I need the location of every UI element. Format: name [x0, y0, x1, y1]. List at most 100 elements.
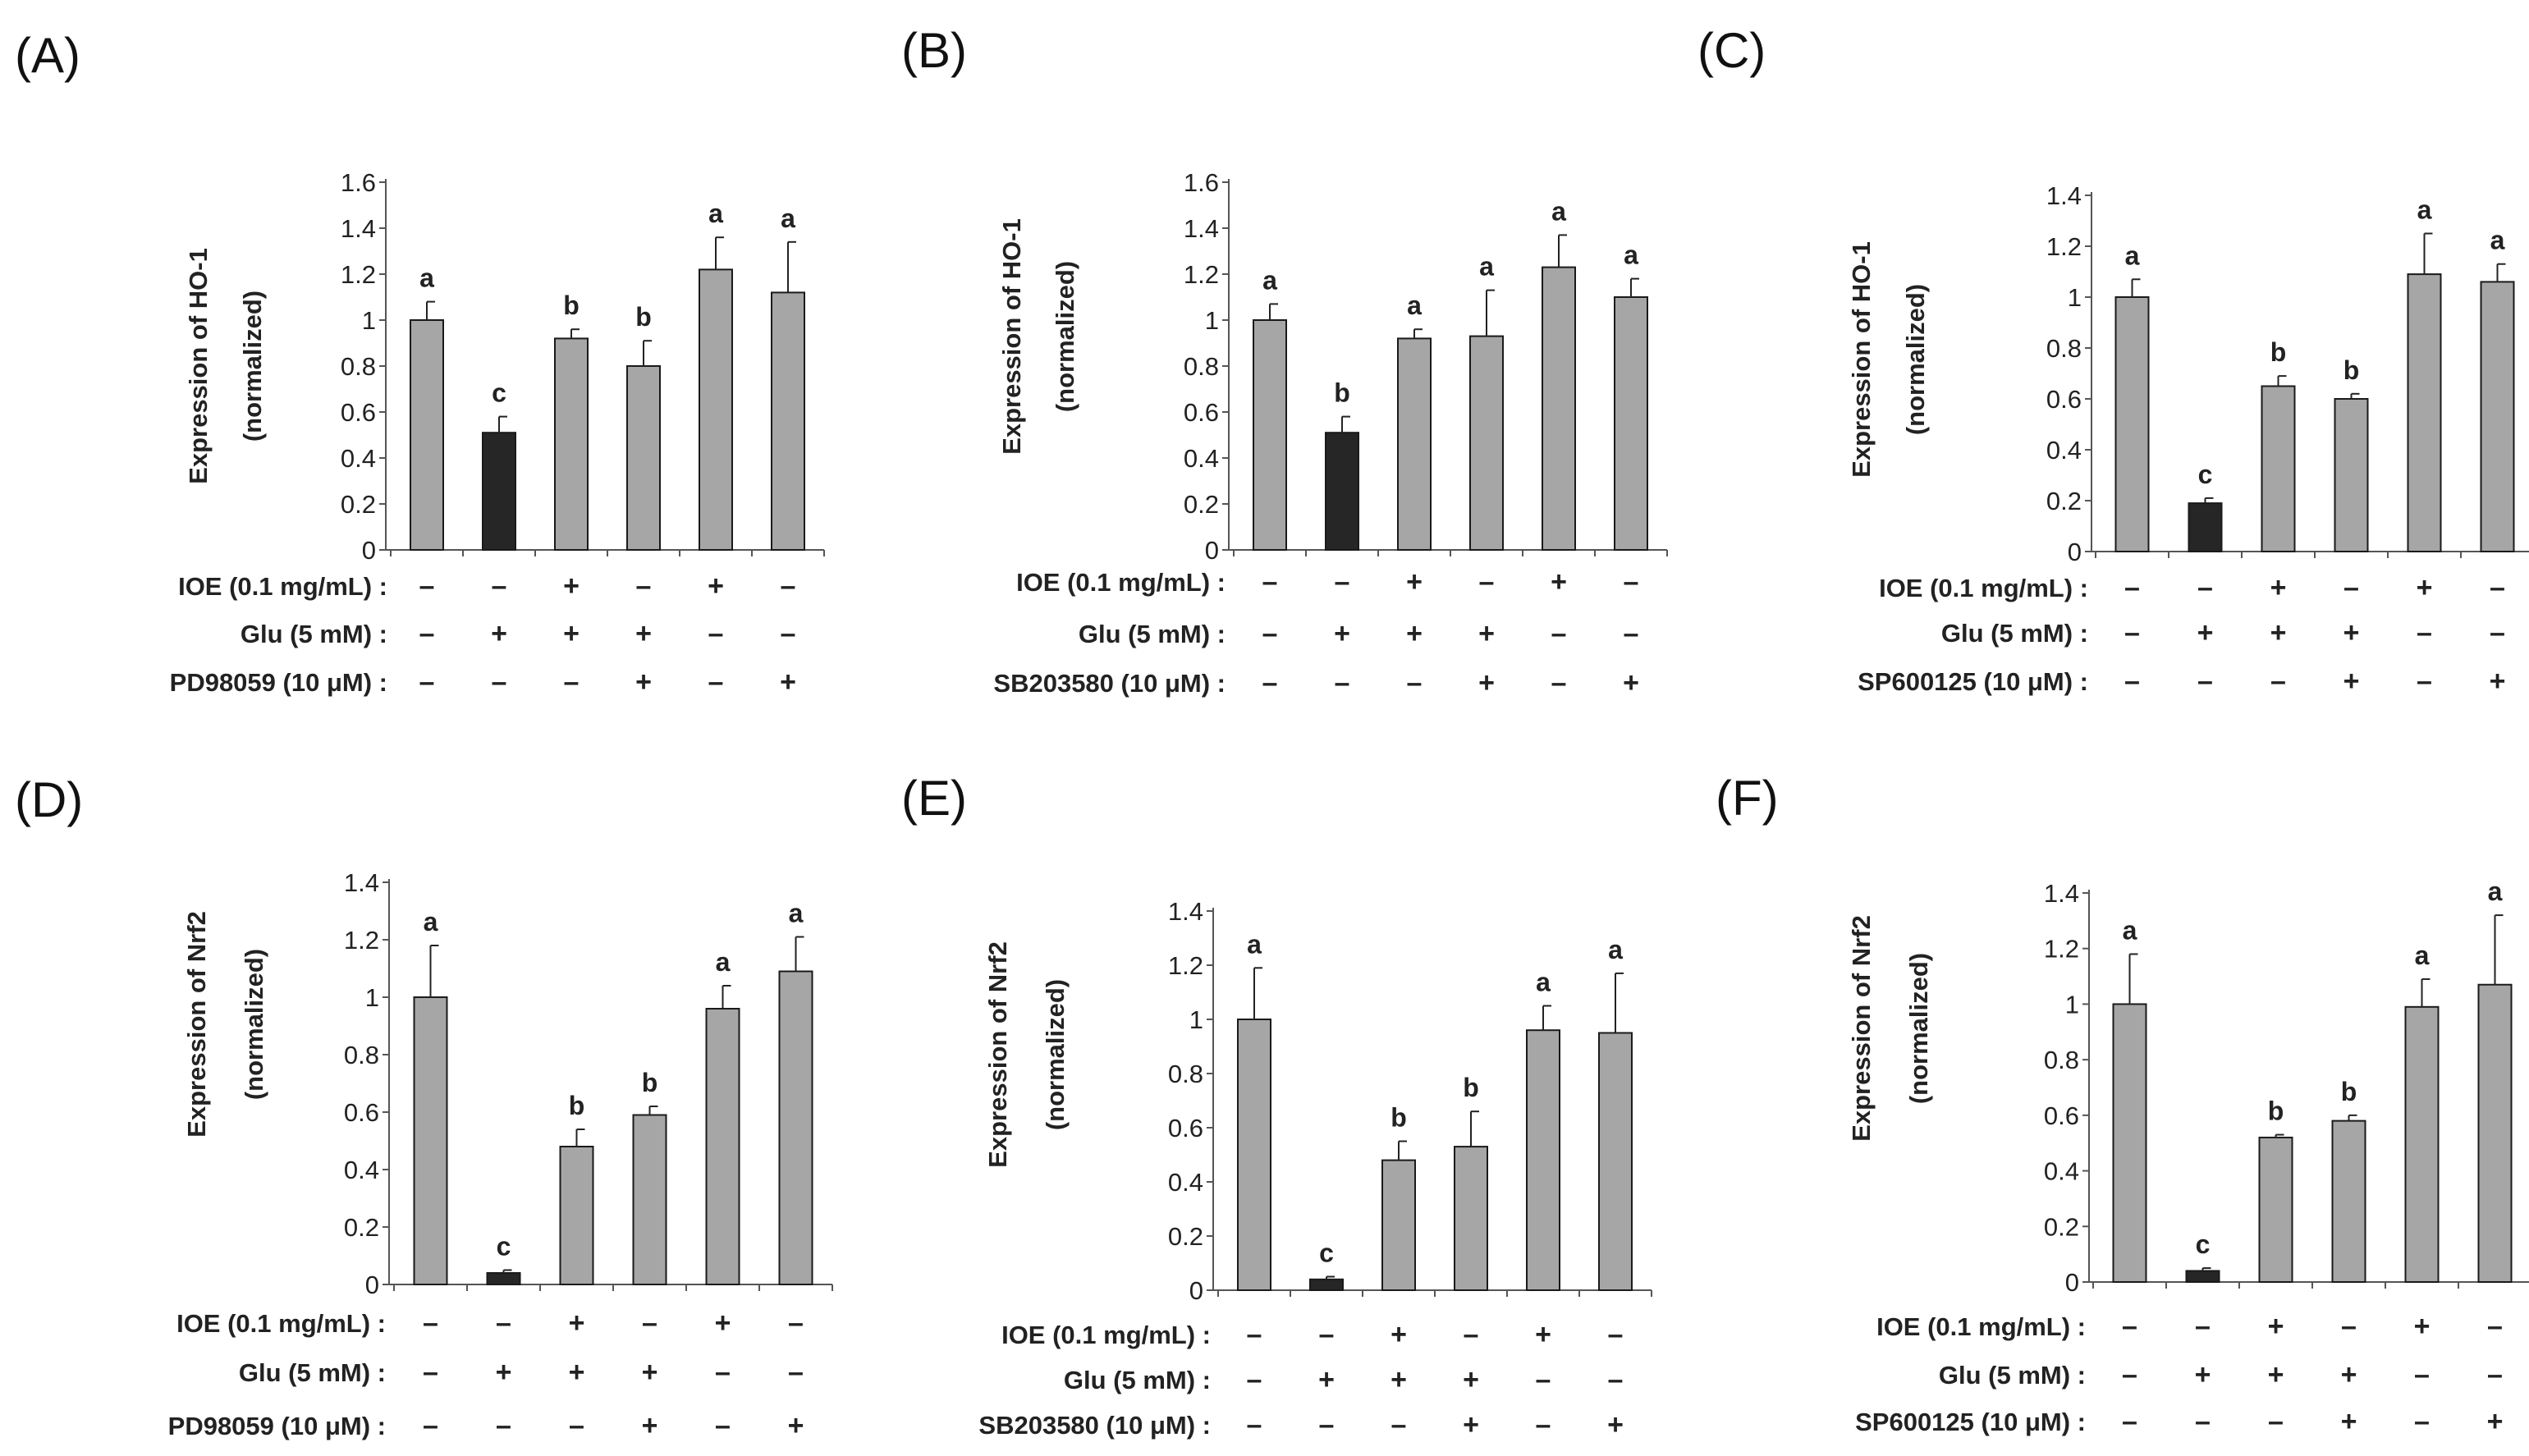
significance-letter: a: [716, 947, 731, 977]
y-tick-label: 1: [1205, 306, 1219, 335]
condition-sign: +: [2268, 1359, 2284, 1390]
condition-sign: –: [2124, 617, 2140, 648]
condition-sign: –: [2195, 1311, 2211, 1342]
condition-sign: –: [2124, 666, 2140, 697]
condition-label: PD98059 (10 μM) :: [168, 1412, 386, 1440]
y-tick-label: 0.6: [1168, 1114, 1203, 1142]
condition-sign: +: [635, 618, 652, 649]
condition-sign: –: [708, 666, 724, 698]
bar-6: [2477, 983, 2513, 1283]
condition-label: Glu (5 mM) :: [1939, 1361, 2086, 1390]
condition-sign: +: [2414, 1311, 2430, 1342]
y-tick-label: 1: [1189, 1005, 1203, 1034]
condition-sign: +: [1551, 566, 1567, 598]
y-tick-label: 1.2: [2044, 935, 2079, 964]
bar-1: [2112, 1003, 2147, 1284]
condition-sign: –: [423, 1410, 438, 1441]
condition-sign: –: [1551, 667, 1567, 698]
condition-sign: +: [780, 666, 796, 698]
condition-label: IOE (0.1 mg/mL) :: [176, 1309, 386, 1338]
condition-sign: –: [564, 666, 580, 698]
condition-sign: –: [423, 1357, 438, 1388]
y-tick-label: 0.4: [2046, 436, 2082, 465]
condition-sign: –: [636, 570, 652, 602]
panel-label: (B): [901, 23, 967, 78]
significance-letter: a: [789, 899, 804, 928]
y-tick-label: 1: [2068, 283, 2082, 312]
condition-sign: –: [781, 618, 796, 649]
condition-label: SB203580 (10 μM) :: [978, 1411, 1211, 1440]
significance-letter: a: [424, 907, 438, 936]
condition-sign: –: [1608, 1319, 1624, 1350]
condition-sign: –: [569, 1410, 584, 1441]
y-tick-label: 1.6: [341, 168, 376, 197]
y-tick-label: 0.8: [341, 352, 376, 381]
bar-5: [2404, 1005, 2440, 1284]
significance-letter: a: [2125, 240, 2140, 270]
y-axis-title: Expression of HO-1: [997, 218, 1026, 455]
y-tick-label: 0.8: [2046, 334, 2082, 363]
condition-sign: –: [2122, 1311, 2137, 1342]
condition-sign: –: [1391, 1409, 1407, 1440]
y-tick-label: 0: [1205, 536, 1219, 565]
condition-sign: +: [569, 1357, 585, 1388]
panel-label: (A): [15, 28, 80, 83]
condition-sign: +: [2343, 666, 2360, 697]
bar-3: [559, 1146, 594, 1285]
y-tick-label: 1.2: [1168, 951, 1203, 980]
condition-sign: –: [496, 1410, 511, 1441]
condition-sign: –: [715, 1410, 731, 1441]
panel-label: (E): [901, 771, 967, 826]
y-tick-label: 1.6: [1184, 168, 1219, 197]
condition-sign: +: [1334, 618, 1350, 649]
y-tick-label: 0.8: [344, 1041, 379, 1069]
y-tick-label: 1.2: [341, 260, 376, 289]
y-tick-label: 0.2: [1184, 490, 1219, 519]
condition-sign: +: [1478, 618, 1495, 649]
significance-letter: a: [419, 263, 434, 293]
y-tick-label: 0.4: [2044, 1157, 2079, 1186]
condition-sign: –: [1247, 1409, 1262, 1440]
condition-label: IOE (0.1 mg/mL) :: [178, 572, 387, 601]
panel-label: (C): [1697, 23, 1766, 78]
condition-label: IOE (0.1 mg/mL) :: [1879, 574, 2088, 602]
significance-letter: a: [1479, 252, 1494, 282]
bar-2: [1325, 432, 1359, 552]
y-tick-label: 1.4: [341, 214, 376, 243]
condition-sign: –: [2268, 1406, 2284, 1437]
bar-4: [2331, 1119, 2366, 1283]
bar-2: [482, 432, 516, 552]
condition-sign: –: [1464, 1319, 1479, 1350]
condition-sign: +: [2195, 1359, 2211, 1390]
y-axis-subtitle: (normalized): [240, 949, 268, 1100]
bar-4: [626, 365, 661, 551]
bar-4: [632, 1114, 667, 1285]
y-axis-title: Expression of Nrf2: [983, 941, 1012, 1168]
condition-sign: +: [2270, 617, 2287, 648]
condition-sign: –: [1624, 566, 1639, 598]
condition-sign: +: [635, 666, 652, 698]
y-tick-label: 1.4: [344, 868, 379, 897]
condition-sign: +: [569, 1307, 585, 1339]
condition-sign: –: [492, 570, 507, 602]
condition-sign: +: [2417, 572, 2433, 603]
y-tick-label: 0.6: [341, 398, 376, 427]
significance-letter: b: [1334, 378, 1350, 408]
bar-2: [2188, 502, 2223, 552]
condition-sign: –: [1262, 618, 1278, 649]
condition-sign: –: [1407, 667, 1423, 698]
condition-sign: –: [642, 1307, 657, 1339]
bar-3: [1381, 1159, 1416, 1291]
significance-letter: a: [2488, 877, 2503, 906]
y-axis-title: Expression of Nrf2: [1847, 915, 1876, 1142]
bar-6: [2480, 281, 2515, 552]
condition-sign: –: [2417, 666, 2432, 697]
bar-1: [2114, 296, 2150, 552]
condition-sign: –: [1247, 1364, 1262, 1395]
significance-letter: a: [1262, 265, 1277, 295]
condition-sign: +: [2343, 617, 2360, 648]
y-tick-label: 0: [362, 536, 376, 565]
y-tick-label: 0.8: [2044, 1046, 2079, 1074]
y-tick-label: 0.2: [344, 1213, 379, 1242]
significance-letter: a: [708, 199, 723, 228]
